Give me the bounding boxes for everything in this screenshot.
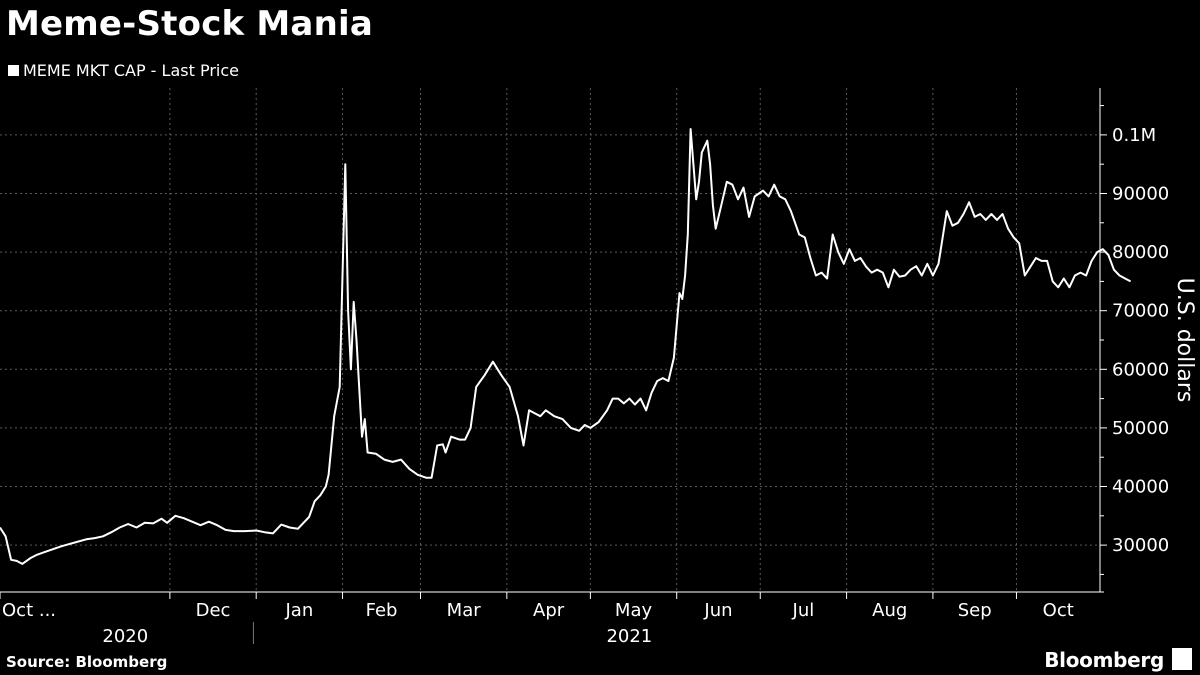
page-title: Meme-Stock Mania [6, 4, 373, 44]
y-tick-label: 90000 [1112, 183, 1169, 204]
brand-logo: Bloomberg [1044, 648, 1164, 672]
x-tick-label: Mar [447, 600, 482, 621]
x-tick-label: Apr [533, 600, 565, 621]
grid-lines [0, 88, 1100, 592]
x-tick-label: Oct [1043, 600, 1074, 621]
source-note: Source: Bloomberg [6, 653, 168, 671]
bloomberg-terminal-icon [1172, 648, 1192, 670]
legend: MEME MKT CAP - Last Price [8, 61, 239, 80]
y-tick-label: 60000 [1112, 359, 1169, 380]
axes [0, 88, 1107, 644]
y-tick-label: 50000 [1112, 418, 1169, 439]
y-tick-label: 40000 [1112, 477, 1169, 498]
y-tick-label: 80000 [1112, 242, 1169, 263]
x-tick-label: Oct ... [2, 600, 56, 621]
x-tick-label: Jan [284, 600, 313, 621]
year-labels: 2020 2021 [102, 626, 652, 647]
x-tick-labels: Oct ... Dec Jan Feb Mar Apr May Jun Jul Aug Sep Oct [2, 600, 1074, 621]
year-label: 2020 [102, 626, 148, 647]
x-tick-label: Sep [958, 600, 992, 621]
y-tick-label: 70000 [1112, 301, 1169, 322]
y-tick-label: 30000 [1112, 535, 1169, 556]
x-tick-label: Jul [792, 600, 815, 621]
x-tick-label: Aug [872, 600, 907, 621]
x-tick-label: Jun [703, 600, 732, 621]
x-tick-label: Feb [366, 600, 398, 621]
series-lines [0, 128, 1132, 565]
x-tick-label: Dec [196, 600, 231, 621]
x-tick-label: May [615, 600, 653, 621]
legend-label: MEME MKT CAP - Last Price [23, 61, 239, 80]
series-line [0, 128, 1132, 565]
y-tick-labels: 30000 40000 50000 60000 70000 80000 90000 0.1M [1112, 125, 1169, 556]
year-label: 2021 [606, 626, 652, 647]
y-tick-label: 0.1M [1112, 125, 1156, 146]
legend-swatch [8, 65, 19, 76]
y-axis-label: U.S. dollars [1172, 278, 1197, 403]
